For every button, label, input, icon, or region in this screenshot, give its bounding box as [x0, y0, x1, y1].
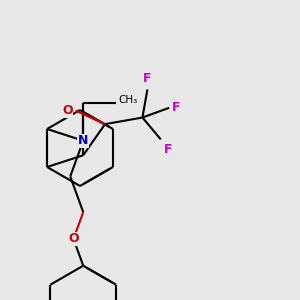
Text: O: O: [62, 104, 73, 117]
Text: F: F: [172, 101, 181, 114]
Text: N: N: [78, 134, 88, 147]
Text: F: F: [164, 143, 172, 156]
Text: CH₃: CH₃: [118, 95, 138, 105]
Text: F: F: [143, 73, 152, 85]
Text: O: O: [68, 232, 79, 245]
